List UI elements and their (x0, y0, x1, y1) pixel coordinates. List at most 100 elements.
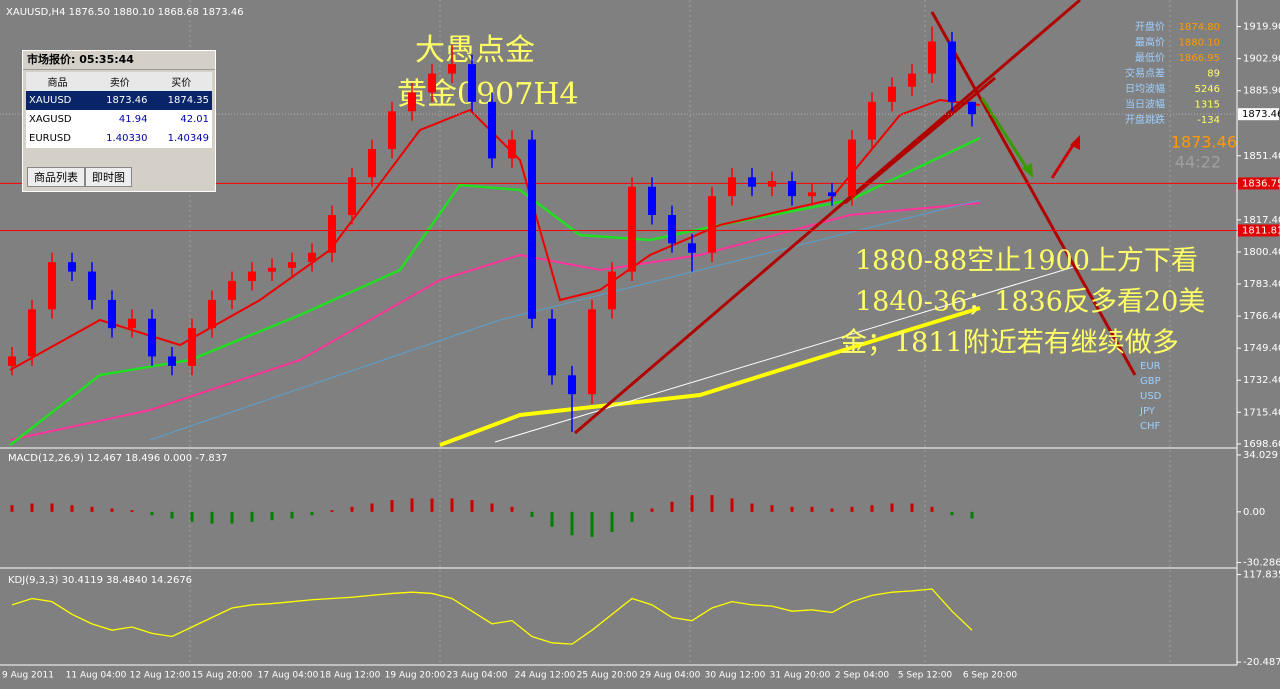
x-tick-label: 6 Sep 20:00 (963, 671, 1018, 681)
candle-body (948, 41, 956, 102)
current-box (1238, 108, 1279, 121)
candle-body (648, 186, 656, 216)
x-tick-label: 25 Aug 20:00 (577, 671, 638, 681)
annotation: 1880-88空止1900上方下看 (855, 246, 1198, 277)
candle-body (628, 186, 636, 272)
candle-body (848, 139, 856, 197)
candle-body (708, 196, 716, 253)
currency: USD (1140, 391, 1162, 402)
candle-body (388, 111, 396, 149)
candle-body (368, 149, 376, 178)
market-watch-title: 市场报价: 05:35:44 (23, 51, 215, 70)
candle-body (428, 73, 436, 93)
tab[interactable]: 商品列表 (27, 167, 85, 187)
y-tick-label: 1817.40 (1243, 215, 1280, 226)
info-value: 1874.80 (1179, 22, 1220, 33)
info-value: 5246 (1195, 84, 1220, 95)
candle-body (508, 139, 516, 159)
tabs: 商品列表 即时图 (27, 167, 132, 187)
currency: GBP (1140, 376, 1161, 387)
x-tick-label: 31 Aug 20:00 (770, 671, 831, 681)
currency: EUR (1140, 361, 1161, 372)
x-tick-label: 19 Aug 20:00 (385, 671, 446, 681)
subtitle: 黄金0907H4 (397, 77, 579, 112)
x-tick-label: 17 Aug 04:00 (258, 671, 319, 681)
candle-body (228, 281, 236, 300)
y-tick-label: 1902.90 (1243, 54, 1280, 65)
info-value: 89 (1207, 69, 1220, 80)
candle-body (108, 299, 116, 329)
cell: 42.01 (180, 114, 209, 125)
candle-body (888, 86, 896, 102)
candle-body (8, 356, 16, 366)
info-label: 开盘价 (1135, 20, 1165, 33)
y-tick-label: 1749.40 (1243, 343, 1280, 354)
y-tick-label: 117.8354 (1243, 570, 1280, 581)
info-value: 1866.95 (1179, 53, 1220, 64)
candle-body (448, 64, 456, 74)
candle-body (348, 177, 356, 216)
candle-body (168, 356, 176, 366)
candle-body (608, 271, 616, 310)
y-tick-label: 1919.90 (1243, 22, 1280, 33)
x-tick-label: 15 Aug 20:00 (192, 671, 253, 681)
candle-body (548, 318, 556, 376)
x-tick-label: 12 Aug 12:00 (130, 671, 191, 681)
info-label: 最高价 (1135, 36, 1165, 49)
candle-body (908, 73, 916, 87)
info-label: 开盘跳跌 (1125, 113, 1165, 126)
live-price: 1873.46 (1171, 133, 1237, 152)
x-tick-label: 24 Aug 12:00 (515, 671, 576, 681)
cell: 卖价 (89, 72, 151, 91)
x-tick-label: 2 Sep 04:00 (835, 671, 890, 681)
candle-body (808, 192, 816, 197)
price-box (1238, 177, 1279, 190)
info-label: 日均波幅 (1125, 82, 1165, 95)
currency: CHF (1140, 421, 1161, 432)
quote-row[interactable]: EURUSD 1.40330 1.40349 (26, 129, 212, 148)
price-line-label: 1836.75 (1242, 178, 1280, 189)
candle-body (188, 328, 196, 366)
chart-header: XAUUSD,H4 1876.50 1880.10 1868.68 1873.4… (6, 7, 244, 18)
y-tick-label: 1783.40 (1243, 279, 1280, 290)
candle-body (768, 181, 776, 187)
candle-body (588, 309, 596, 395)
candle-body (728, 177, 736, 197)
candle-body (268, 267, 276, 272)
tab[interactable]: 即时图 (85, 167, 132, 187)
candle-body (828, 192, 836, 197)
cell: 1874.35 (150, 91, 212, 110)
y-tick-label: 34.029 (1243, 450, 1278, 461)
cell: 买价 (150, 72, 212, 91)
candle-body (568, 375, 576, 395)
cell: XAGUSD (29, 114, 72, 125)
currency: JPY (1139, 406, 1156, 417)
candle-body (28, 309, 36, 357)
price-line-label: 1811.81 (1242, 225, 1280, 236)
info-value: -134 (1197, 115, 1220, 126)
y-tick-label: -20.48741 (1243, 657, 1280, 668)
y-tick-label: 1851.40 (1243, 151, 1280, 162)
cell: 1.40349 (167, 133, 209, 144)
y-tick-label: 1885.90 (1243, 86, 1280, 97)
current-label: 1873.46 (1242, 109, 1280, 120)
info-label: 当日波幅 (1125, 98, 1165, 111)
candle-body (748, 177, 756, 187)
candle-body (128, 318, 136, 329)
candle-body (148, 318, 156, 357)
market-watch[interactable]: 市场报价: 05:35:44 商品 卖价 买价 XAUUSD 1873.46 1874.3… (22, 50, 216, 192)
quote-row[interactable]: 商品 卖价 买价 (26, 72, 212, 91)
candle-body (68, 262, 76, 272)
candle-body (488, 101, 496, 159)
x-tick-label: 11 Aug 04:00 (66, 671, 127, 681)
quote-row[interactable]: XAUUSD 1873.46 1874.35 (26, 91, 212, 110)
candle-body (928, 41, 936, 74)
price-box (1238, 224, 1279, 237)
kdj-line (11, 588, 973, 645)
y-tick-label: 1800.40 (1243, 247, 1280, 258)
candle-body (788, 181, 796, 197)
quote-row[interactable]: XAGUSD 41.94 42.01 (26, 110, 212, 129)
timer: 44:22 (1175, 153, 1221, 172)
